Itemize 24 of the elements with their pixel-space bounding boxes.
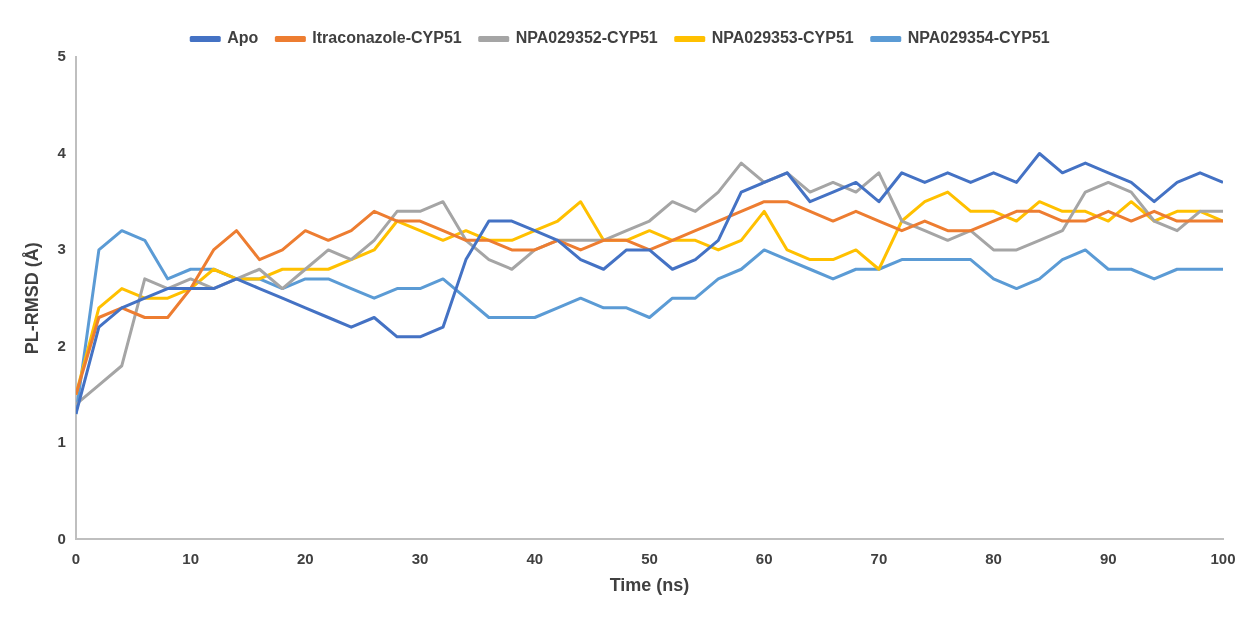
x-tick-label: 30 bbox=[411, 549, 429, 567]
y-tick-label: 5 bbox=[57, 47, 66, 65]
legend-label: Apo bbox=[227, 29, 259, 47]
legend-label: NPA029354-CYP51 bbox=[907, 29, 1050, 47]
x-tick-label: 20 bbox=[297, 549, 314, 567]
x-tick-label: 0 bbox=[71, 549, 81, 567]
legend-label: Itraconazole-CYP51 bbox=[312, 29, 462, 47]
x-tick-label: 10 bbox=[182, 549, 199, 567]
x-tick-label: 60 bbox=[755, 549, 773, 567]
legend-label: NPA029352-CYP51 bbox=[515, 29, 658, 47]
x-tick-label: 80 bbox=[985, 549, 1002, 567]
x-tick-label: 70 bbox=[870, 549, 888, 567]
x-axis-title: Time (ns) bbox=[609, 575, 690, 596]
x-tick-label: 40 bbox=[526, 549, 544, 567]
y-tick-label: 0 bbox=[57, 529, 66, 547]
x-tick-label: 50 bbox=[641, 549, 658, 567]
y-axis-title: PL-RMSD (Å) bbox=[21, 242, 42, 355]
legend-label: NPA029353-CYP51 bbox=[711, 29, 854, 47]
y-tick-label: 3 bbox=[57, 240, 66, 258]
x-tick-label: 90 bbox=[1099, 549, 1117, 567]
y-tick-label: 1 bbox=[57, 433, 66, 451]
y-tick-label: 2 bbox=[57, 336, 66, 354]
y-tick-label: 4 bbox=[57, 143, 67, 161]
x-tick-label: 100 bbox=[1210, 549, 1236, 567]
